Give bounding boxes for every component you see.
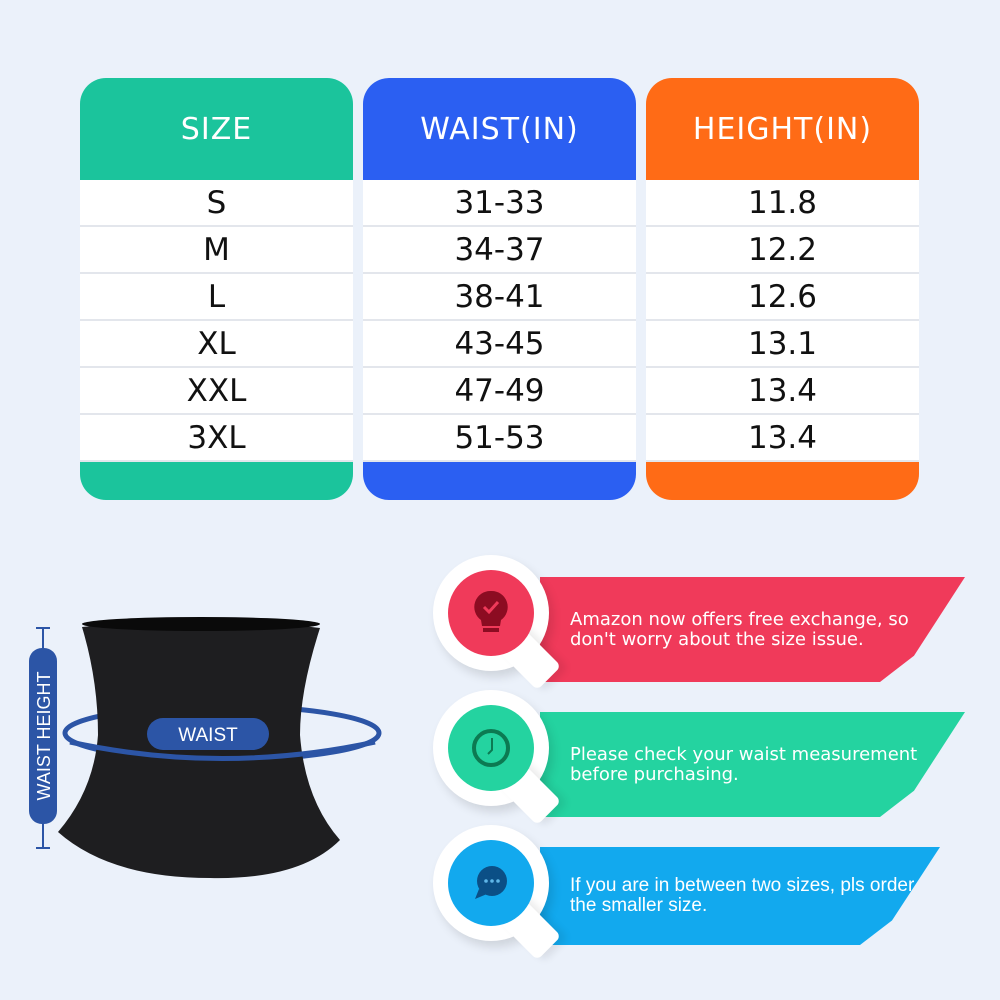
tip-banner: Please check your waist measurement befo… [540, 712, 965, 817]
cell: 11.8 [646, 180, 919, 227]
lightbulb-check-icon [474, 590, 508, 632]
tip-text: Please check your waist measurement befo… [570, 743, 918, 785]
height-column: HEIGHT(IN) 11.8 12.2 12.6 13.1 13.4 13.4 [646, 78, 919, 500]
cell: 31-33 [363, 180, 636, 227]
tip-banner: If you are in between two sizes, pls ord… [540, 847, 940, 945]
tip-text: Amazon now offers free exchange, so don'… [570, 608, 909, 650]
cell: 13.4 [646, 368, 919, 415]
waist-trainer-illustration: WAIST WAIST HEIGHT [29, 617, 382, 879]
waist-label-pill [147, 718, 269, 750]
cell: L [80, 274, 353, 321]
waist-height-label: WAIST HEIGHT [34, 671, 54, 800]
column-header: SIZE [180, 111, 253, 147]
size-column: SIZE S M L XL XXL 3XL [80, 78, 353, 500]
column-header: WAIST(IN) [420, 111, 579, 147]
waist-label: WAIST [178, 725, 238, 746]
cell: 13.4 [646, 415, 919, 462]
cell: 3XL [80, 415, 353, 462]
tip-text: If you are in between two sizes, pls ord… [570, 875, 915, 916]
tip-banner: Amazon now offers free exchange, so don'… [540, 577, 965, 682]
waist-column: WAIST(IN) 31-33 34-37 38-41 43-45 47-49 … [363, 78, 636, 500]
cell: 12.2 [646, 227, 919, 274]
cell: M [80, 227, 353, 274]
cell: 43-45 [363, 321, 636, 368]
column-header: HEIGHT(IN) [692, 111, 873, 147]
chat-bubble-icon [475, 866, 507, 899]
cell: XL [80, 321, 353, 368]
tip-bubble [433, 555, 562, 691]
cell: 38-41 [363, 274, 636, 321]
cell: 12.6 [646, 274, 919, 321]
waist-height-pill [29, 648, 57, 824]
cell: 34-37 [363, 227, 636, 274]
cell: XXL [80, 368, 353, 415]
clock-icon [472, 729, 510, 767]
tip-bubble [433, 690, 562, 826]
cell: 13.1 [646, 321, 919, 368]
cell: S [80, 180, 353, 227]
cell: 47-49 [363, 368, 636, 415]
tip-bubble [433, 825, 562, 961]
cell: 51-53 [363, 415, 636, 462]
